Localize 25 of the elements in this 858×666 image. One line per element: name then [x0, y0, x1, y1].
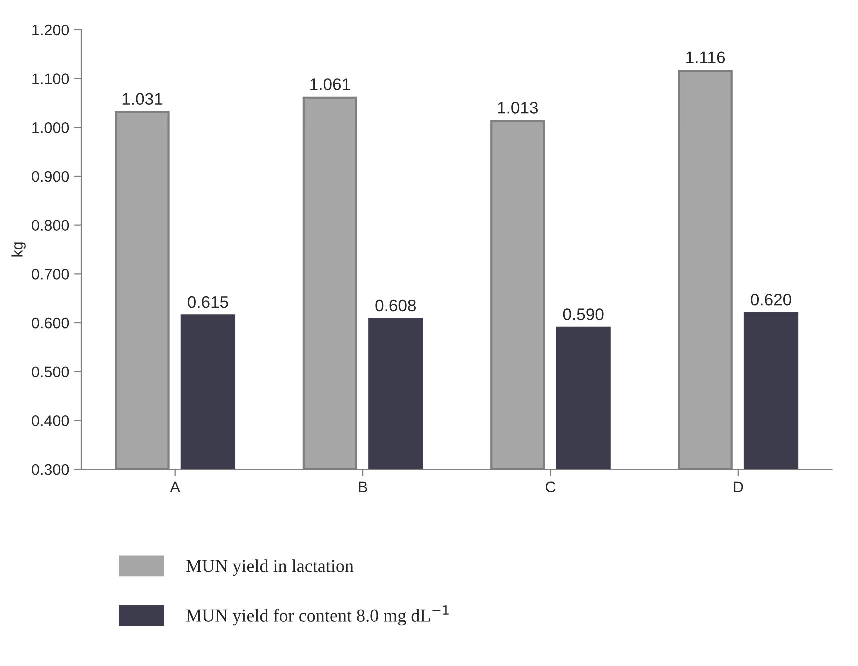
data-label: 1.116: [686, 52, 726, 64]
x-tick-label: C: [546, 482, 556, 493]
y-tick-label: 0.500: [32, 366, 70, 378]
data-label: 0.608: [376, 300, 416, 312]
data-label: 1.061: [310, 78, 350, 90]
y-tick-label: 1.200: [32, 24, 70, 36]
x-tick-label: A: [170, 482, 180, 492]
x-tick-label: B: [359, 482, 368, 492]
y-tick-label: 0.900: [32, 171, 70, 182]
y-tick-label: 0.300: [32, 464, 70, 476]
legend-label: MUN yield for content 8.0 mg dL$^{−1}$: [186, 606, 449, 626]
x-tick-label: D: [734, 482, 744, 492]
y-tick-label: 0.400: [32, 416, 70, 426]
data-label: 1.031: [122, 93, 163, 106]
data-label: 0.620: [751, 294, 792, 306]
y-tick-label: 0.600: [32, 318, 70, 329]
y-tick-label: 0.700: [32, 269, 70, 280]
y-tick-label: 0.800: [32, 220, 70, 232]
y-tick-label: 1.100: [32, 74, 70, 84]
legend-label: MUN yield in lactation: [186, 560, 354, 576]
y-axis-title: kg: [12, 242, 26, 257]
y-tick-label: 1.000: [32, 122, 70, 134]
data-label: 0.615: [188, 296, 228, 308]
data-label: 1.013: [498, 102, 538, 114]
data-label: 0.590: [563, 308, 604, 320]
